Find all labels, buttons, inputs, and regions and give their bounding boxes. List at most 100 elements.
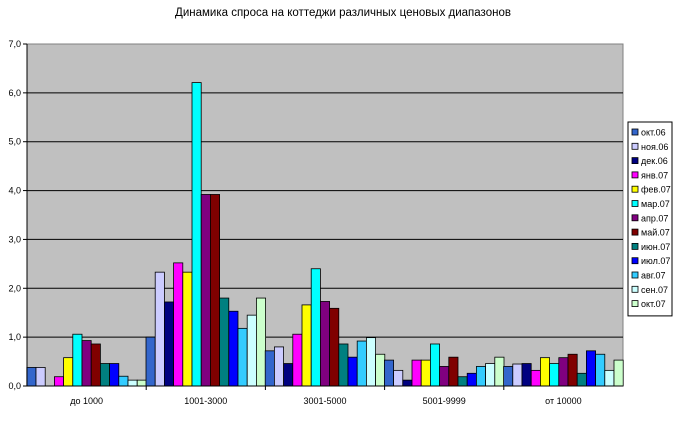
legend-swatch xyxy=(631,185,639,193)
bar xyxy=(411,359,422,387)
bar xyxy=(494,356,505,387)
legend-swatch xyxy=(631,200,639,207)
legend-label: авг.07 xyxy=(641,271,665,281)
bar xyxy=(375,353,386,387)
legend-label: окт.07 xyxy=(641,299,666,309)
legend-swatch xyxy=(631,128,639,136)
bar xyxy=(558,357,569,387)
bar xyxy=(567,353,578,387)
chart-title: Динамика спроса на коттеджи различных це… xyxy=(175,7,511,19)
bar xyxy=(319,301,330,387)
legend-label: сен.07 xyxy=(641,285,668,295)
legend-swatch xyxy=(631,228,639,236)
bar xyxy=(35,367,46,387)
bar xyxy=(503,366,514,387)
bar xyxy=(118,375,129,387)
bar xyxy=(402,379,413,387)
x-tick-label: от 10000 xyxy=(545,396,581,406)
legend-label: окт.06 xyxy=(641,128,666,138)
y-tick-label: 0,0 xyxy=(8,381,21,391)
legend-label: июн.07 xyxy=(641,242,670,252)
bar xyxy=(393,369,404,387)
y-tick-label: 6,0 xyxy=(8,88,21,98)
bar xyxy=(127,379,138,387)
legend-swatch xyxy=(631,157,639,165)
legend-label: май.07 xyxy=(641,228,670,238)
legend-swatch xyxy=(631,271,639,279)
bar xyxy=(81,340,92,387)
bar xyxy=(292,333,303,387)
bar xyxy=(576,372,587,387)
legend-swatch xyxy=(631,214,639,222)
bar xyxy=(310,268,321,387)
x-tick-label: 5001-9999 xyxy=(423,396,466,406)
bar xyxy=(163,301,174,387)
bar xyxy=(283,363,294,387)
gridlines xyxy=(27,92,623,338)
axes: 0,0 1,0 2,0 3,0 4,0 5,0 6,0 7,0 до 1000 1001-3000… xyxy=(8,39,623,406)
bar xyxy=(100,363,111,387)
bar xyxy=(485,363,496,387)
bar xyxy=(26,367,37,387)
bar xyxy=(237,327,248,387)
bar xyxy=(136,379,147,387)
bar xyxy=(549,363,560,387)
legend-label: апр.07 xyxy=(641,213,668,223)
bar xyxy=(530,369,541,387)
bar xyxy=(209,194,220,387)
bar xyxy=(586,350,597,387)
bar xyxy=(457,376,468,387)
y-tick-label: 4,0 xyxy=(8,186,21,196)
bar xyxy=(429,343,440,387)
bar xyxy=(191,82,202,387)
legend-label: ноя.06 xyxy=(641,142,668,152)
legend-box xyxy=(627,121,673,317)
bars xyxy=(26,82,624,387)
bar xyxy=(264,350,275,387)
legend-swatch xyxy=(631,257,639,265)
legend-label: мар.07 xyxy=(641,199,670,209)
bar xyxy=(228,310,239,387)
bar xyxy=(613,359,624,387)
bar xyxy=(383,359,394,387)
bar xyxy=(420,359,431,387)
y-tick-label: 2,0 xyxy=(8,283,21,293)
bar xyxy=(466,372,477,387)
bar xyxy=(63,357,74,387)
bar xyxy=(54,376,65,387)
y-tick-label: 5,0 xyxy=(8,137,21,147)
y-tick-label: 3,0 xyxy=(8,234,21,244)
x-tick-label: 1001-3000 xyxy=(184,396,227,406)
bar xyxy=(521,363,532,387)
bar xyxy=(595,353,606,387)
bar xyxy=(72,333,83,387)
bar xyxy=(200,194,211,387)
legend-label: июл.07 xyxy=(641,256,670,266)
bar xyxy=(109,363,120,387)
legend-swatch xyxy=(631,171,639,179)
bar xyxy=(329,307,340,387)
legend-label: дек.06 xyxy=(641,156,668,166)
bar xyxy=(255,297,266,387)
y-tick-label: 7,0 xyxy=(8,39,21,49)
bar xyxy=(182,271,193,387)
bar xyxy=(301,304,312,387)
y-tick-label: 1,0 xyxy=(8,332,21,342)
bar xyxy=(347,356,358,387)
legend-swatch xyxy=(631,285,639,293)
legend-swatch xyxy=(631,300,639,308)
bar xyxy=(604,369,615,387)
bar xyxy=(512,363,523,387)
bar xyxy=(173,262,184,387)
bar xyxy=(365,337,376,387)
bar xyxy=(154,271,165,387)
bar xyxy=(439,366,450,387)
x-tick-label: 3001-5000 xyxy=(303,396,346,406)
bar xyxy=(145,336,156,387)
bar xyxy=(338,343,349,387)
legend-swatch xyxy=(631,242,639,250)
legend-label: янв.07 xyxy=(641,170,668,180)
bar xyxy=(273,346,284,387)
